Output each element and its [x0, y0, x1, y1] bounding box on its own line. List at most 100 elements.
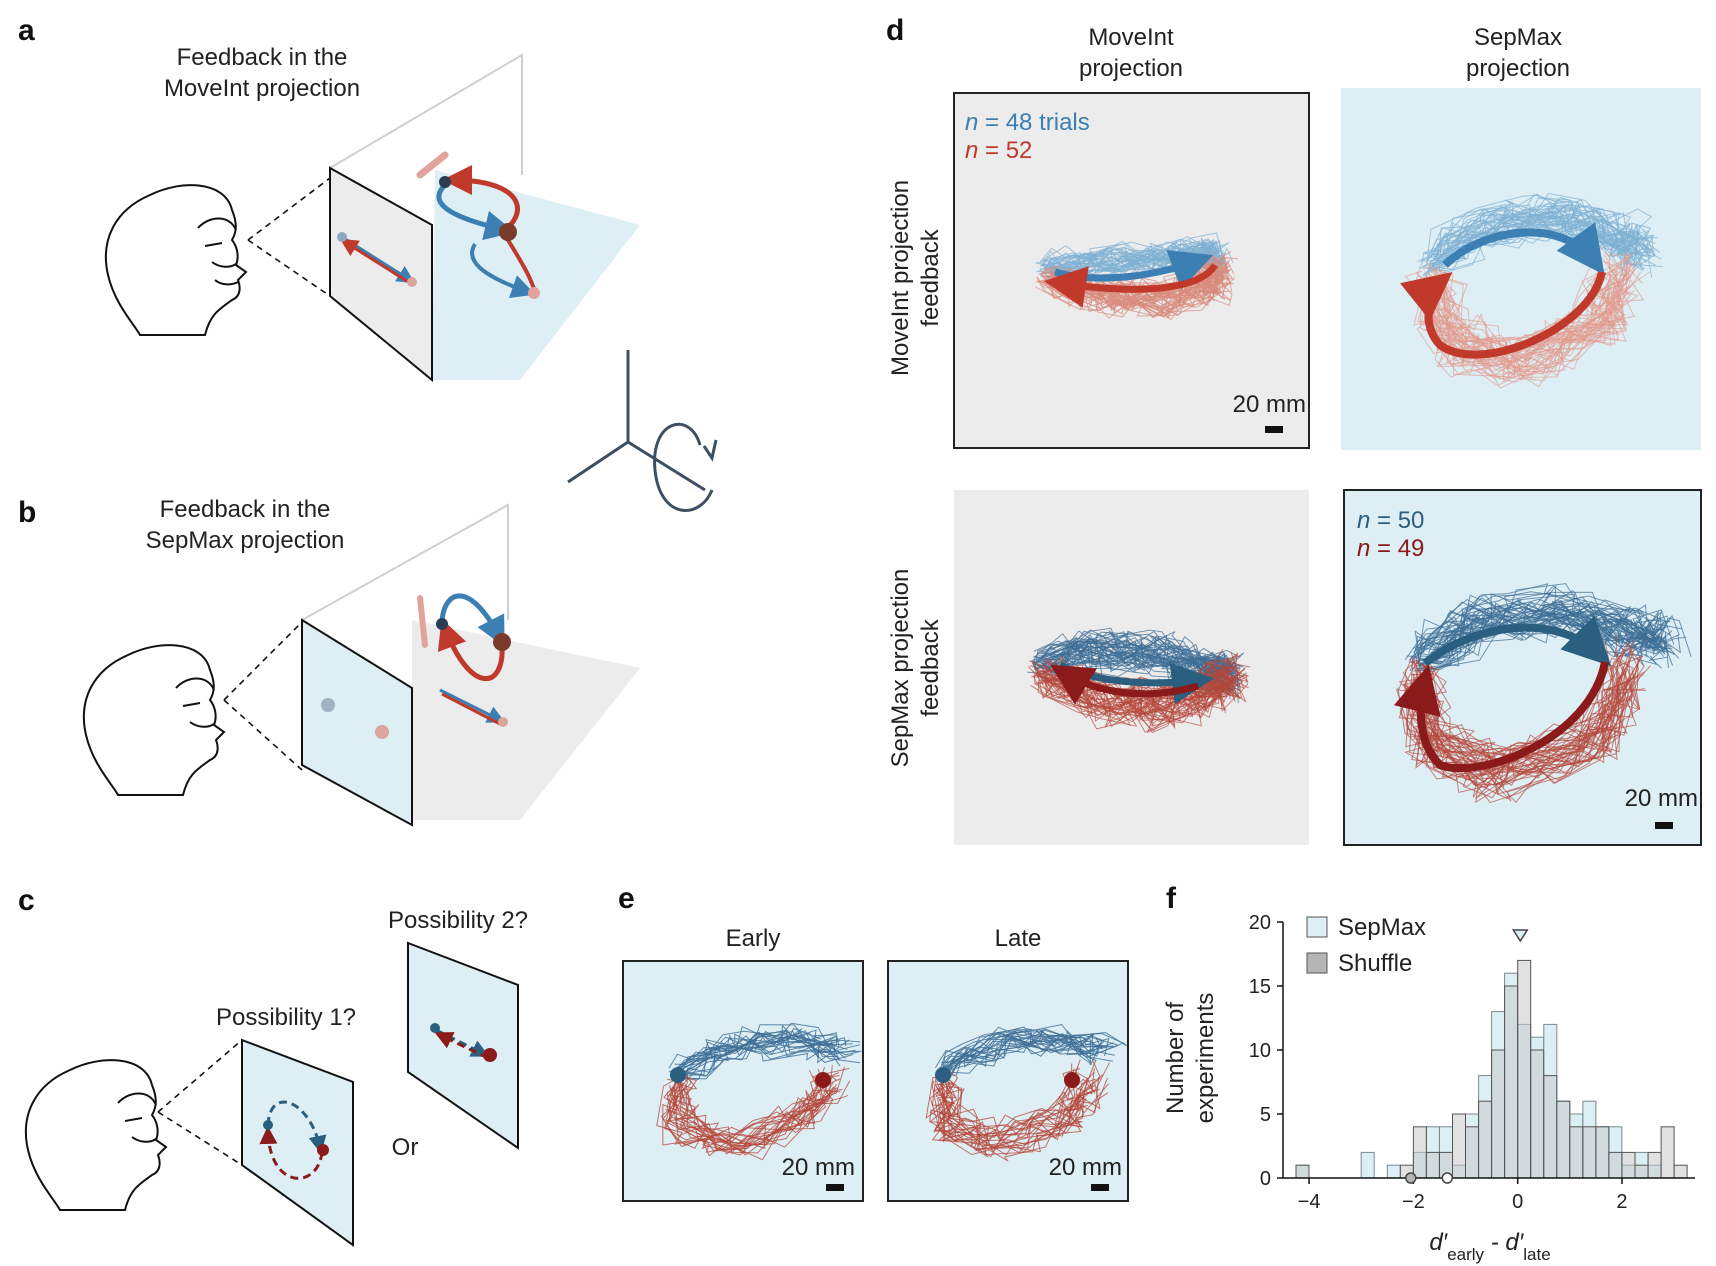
trajectory-trace	[931, 1080, 1096, 1158]
y-tick-label: 0	[1260, 1168, 1271, 1190]
hist-bar-shuffle	[1478, 1100, 1493, 1179]
hist-bar-sepmax	[1386, 1164, 1401, 1179]
trajectory-trace	[938, 1082, 1100, 1156]
hist-bar-shuffle	[1412, 1126, 1427, 1179]
d-col2-title-line1: SepMax	[1474, 24, 1562, 51]
hist-bar-shuffle	[1425, 1151, 1440, 1179]
e-scale-label-early: 20 mm	[782, 1154, 855, 1181]
hist-bar-shuffle	[1530, 1049, 1545, 1179]
e-scale-bar-late	[1091, 1184, 1109, 1191]
target-dot	[815, 1072, 831, 1088]
or-label: Or	[392, 1134, 419, 1161]
y-tick-label: 5	[1260, 1104, 1271, 1126]
d-col1-title-line2: projection	[1079, 55, 1183, 82]
hist-bar-shuffle	[1504, 985, 1519, 1179]
d-n-blue-top: n = 48 trials	[965, 109, 1090, 136]
trajectory-trace	[679, 1075, 837, 1151]
hist-bar-shuffle	[1621, 1151, 1636, 1179]
f-histogram-bars	[1295, 959, 1688, 1179]
floor-plane-b	[412, 620, 640, 820]
d-mean-red-top-left	[1044, 262, 1218, 308]
possibility-2-label: Possibility 2?	[388, 907, 528, 934]
trajectory-trace	[1431, 260, 1635, 364]
hist-bar-shuffle	[1569, 1126, 1584, 1179]
trajectory-trace	[682, 1033, 840, 1077]
trajectory-trace	[949, 1035, 1125, 1074]
trajectory-trace	[1429, 621, 1669, 670]
e-scale-bar-early	[826, 1184, 844, 1191]
trajectory-trace	[1422, 598, 1672, 654]
panel-d: d MoveInt projection SepMax projection M…	[886, 14, 1702, 846]
trajectory-trace	[945, 1028, 1127, 1072]
trajectory-trace	[941, 1026, 1099, 1063]
trajectory-trace	[1406, 591, 1663, 657]
panel-label-d: d	[886, 14, 904, 47]
hist-bar-shuffle	[1660, 1126, 1675, 1179]
trajectory-trace	[925, 1063, 1073, 1150]
d-panel-top-left	[953, 92, 1310, 449]
trajectory-trace	[1412, 597, 1663, 650]
panel-label-c: c	[18, 884, 35, 917]
trajectory-trace	[1037, 680, 1229, 727]
y-tick-label: 20	[1249, 912, 1271, 934]
rotation-axes-icon	[567, 350, 718, 512]
trajectory-trace	[1041, 674, 1248, 727]
legend-swatch-shuffle	[1306, 952, 1328, 974]
panel-a: a Feedback in the MoveInt projection	[18, 14, 718, 512]
trajectory-trace	[935, 1068, 1088, 1156]
d-panel-top-right	[1341, 88, 1701, 450]
screen-possibility-1	[241, 1038, 354, 1247]
trajectory-trace	[1418, 603, 1675, 670]
legend-label-shuffle: Shuffle	[1338, 950, 1412, 977]
trajectory-trace	[1421, 674, 1636, 785]
legend-label-sepmax: SepMax	[1338, 914, 1426, 941]
trajectory-trace	[1414, 680, 1647, 786]
trajectory-trace	[1035, 671, 1241, 732]
hist-bar-shuffle	[1465, 1126, 1479, 1179]
trajectory-trace	[1422, 213, 1638, 270]
trajectory-trace	[1411, 676, 1631, 804]
monkey-head-icon	[104, 184, 248, 336]
trajectory-trace	[1438, 267, 1639, 370]
mean-triangle-marker	[1511, 929, 1529, 943]
x-tick-label: −4	[1298, 1191, 1321, 1213]
panel-a-title-line1: Feedback in the	[177, 44, 348, 71]
trajectory-trace	[1424, 593, 1672, 668]
trajectory-trace	[937, 1080, 1109, 1142]
trajectory-trace	[684, 1022, 861, 1068]
face-features-icon	[197, 217, 239, 286]
mean-circle-marker	[1441, 1172, 1454, 1184]
hist-bar-shuffle	[1491, 1049, 1506, 1179]
d-n-red-top: n = 52	[965, 137, 1032, 164]
d-row2-label-line2: feedback	[917, 618, 944, 716]
panel-label-e: e	[618, 882, 635, 915]
hist-bar-shuffle	[1647, 1151, 1662, 1179]
legend-swatch-sepmax	[1306, 916, 1328, 938]
panel-label-f: f	[1166, 882, 1177, 915]
d-row1-label-line1: MoveInt projection	[887, 180, 914, 376]
hist-bar-shuffle	[1634, 1164, 1649, 1179]
trajectory-trace	[939, 1074, 1093, 1143]
y-tick-label: 10	[1249, 1040, 1271, 1062]
trajectory-trace	[1417, 605, 1667, 652]
trajectory-trace	[1049, 275, 1232, 317]
trajectory-trace	[1398, 640, 1634, 778]
panel-b-title-line1: Feedback in the	[160, 496, 331, 523]
target-dot	[1064, 1072, 1080, 1088]
e-early-title: Early	[726, 925, 781, 952]
trajectory-trace	[1413, 671, 1633, 804]
trajectory-trace	[668, 1076, 838, 1146]
trajectory-trace	[946, 1071, 1095, 1138]
trajectory-trace	[937, 1066, 1079, 1154]
trajectory-trace	[679, 1029, 840, 1076]
trajectory-trace	[666, 1075, 840, 1142]
panel-b: b Feedback in the SepMax projection	[18, 496, 640, 827]
e-late-title: Late	[995, 925, 1042, 952]
hist-bar-shuffle	[1295, 1164, 1310, 1179]
panel-label-a: a	[18, 14, 35, 47]
panel-c: c Possibility 2? Possibility 1? Or	[18, 884, 528, 1247]
monkey-head-icon	[24, 1059, 168, 1211]
d-row1-label-line2: feedback	[917, 228, 944, 326]
f-ylabel-line1: Number of	[1162, 1002, 1189, 1114]
x-tick-label: −2	[1402, 1191, 1425, 1213]
